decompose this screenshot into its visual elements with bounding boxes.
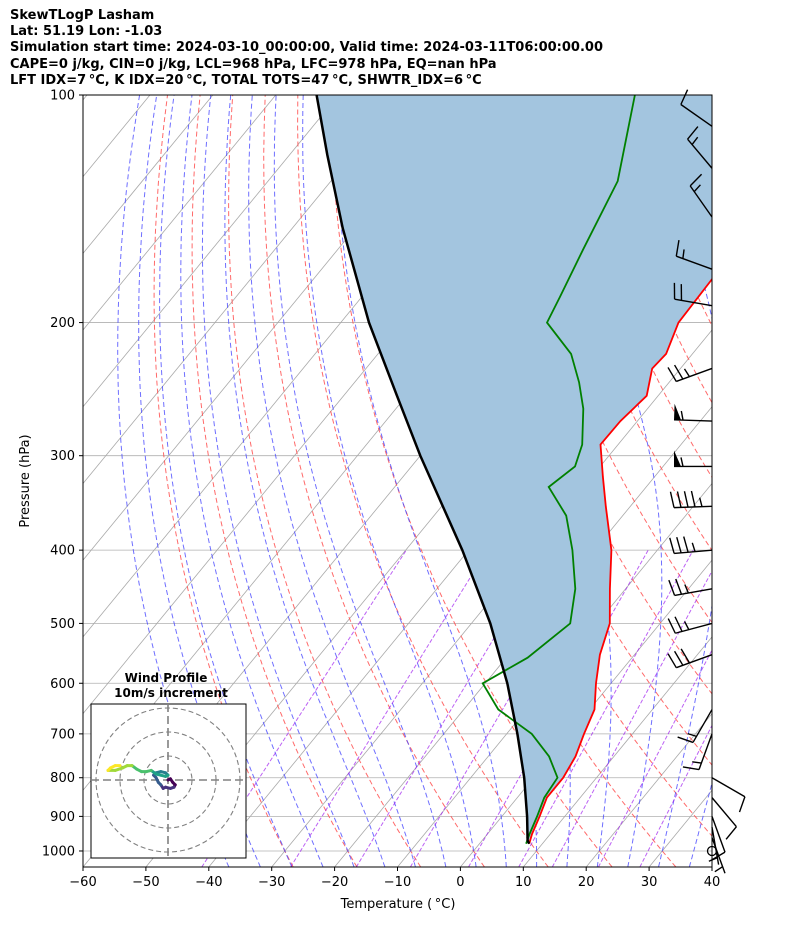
hodograph-subtitle: 10m/s increment bbox=[114, 686, 228, 700]
wind-barb bbox=[677, 709, 713, 744]
chart-header: SkewTLogP Lasham Lat: 51.19 Lon: -1.03 S… bbox=[10, 8, 603, 89]
x-tick-label: −20 bbox=[321, 875, 348, 890]
dry-adiabat bbox=[263, 95, 485, 867]
wind-barb bbox=[682, 733, 713, 771]
dry-adiabat bbox=[721, 95, 794, 867]
y-tick-label: 800 bbox=[50, 771, 75, 786]
parcel-area-fill bbox=[316, 95, 712, 844]
data-layer bbox=[315, 95, 712, 845]
dry-adiabat bbox=[153, 95, 294, 867]
wind-barb bbox=[710, 816, 726, 861]
isotherm bbox=[83, 95, 339, 408]
y-axis-label: Pressure (hPa) bbox=[18, 434, 33, 527]
wind-barb bbox=[673, 403, 713, 422]
wind-barb bbox=[687, 126, 713, 169]
chart-title: SkewTLogP Lasham bbox=[10, 8, 155, 23]
moist-adiabat bbox=[302, 95, 477, 867]
isotherm bbox=[83, 95, 277, 331]
parcel-line bbox=[315, 95, 531, 845]
x-tick-label: −30 bbox=[258, 875, 285, 890]
hodograph: Wind Profile 10m/s increment bbox=[90, 671, 247, 859]
isotherm bbox=[397, 482, 712, 867]
y-tick-label: 600 bbox=[50, 677, 75, 692]
moist-adiabat bbox=[201, 95, 355, 867]
x-tick-label: 10 bbox=[515, 875, 532, 890]
wind-barb bbox=[675, 240, 713, 270]
wind-barb bbox=[669, 536, 713, 555]
x-tick-label: 20 bbox=[578, 875, 595, 890]
dry-adiabat bbox=[329, 95, 613, 867]
isotherm bbox=[585, 712, 712, 867]
mixing-ratio-line bbox=[639, 724, 712, 867]
y-tick-label: 500 bbox=[50, 617, 75, 632]
moist-adiabat bbox=[159, 95, 293, 867]
moist-adiabat bbox=[648, 95, 712, 867]
isotherm bbox=[83, 95, 214, 254]
wind-barb bbox=[667, 616, 713, 634]
isotherm bbox=[711, 866, 712, 867]
indices-line-2: LFT IDX=7 °C, K IDX=20 °C, TOTAL TOTS=47… bbox=[10, 72, 482, 88]
wind-barb bbox=[680, 89, 713, 127]
temperature-line bbox=[528, 277, 712, 844]
dry-adiabat bbox=[754, 95, 794, 867]
x-axis-label: Temperature ( °C) bbox=[340, 897, 456, 912]
y-tick-label: 400 bbox=[50, 544, 75, 559]
wind-barbs bbox=[667, 89, 746, 874]
isotherm bbox=[334, 406, 712, 867]
dry-adiabat bbox=[787, 95, 794, 867]
wind-barb bbox=[673, 282, 713, 307]
x-tick-label: 0 bbox=[456, 875, 464, 890]
dry-adiabat bbox=[297, 95, 549, 867]
mixing-ratio-line bbox=[518, 549, 694, 867]
y-tick-label: 100 bbox=[50, 89, 75, 104]
wind-barb bbox=[674, 450, 712, 468]
x-tick-label: −10 bbox=[384, 875, 411, 890]
wind-barb bbox=[667, 364, 713, 383]
x-tick-label: −40 bbox=[195, 875, 222, 890]
moist-adiabat bbox=[224, 95, 386, 867]
y-tick-label: 200 bbox=[50, 316, 75, 331]
x-tick-label: 30 bbox=[641, 875, 658, 890]
mixing-ratio-line bbox=[409, 549, 597, 867]
y-tick-label: 300 bbox=[50, 449, 75, 464]
wind-barb bbox=[667, 648, 713, 669]
axes: −60 −50 −40 −30 −20 −10 0 10 20 30 40 100 200 300 400 5… bbox=[42, 89, 720, 891]
mixing-ratio-line bbox=[290, 549, 488, 867]
hodograph-title: Wind Profile bbox=[125, 671, 208, 685]
wind-barb bbox=[711, 797, 737, 840]
moist-adiabat bbox=[334, 95, 507, 867]
dry-adiabat bbox=[228, 95, 422, 867]
time-line: Simulation start time: 2024-03-10_00:00:… bbox=[10, 40, 603, 56]
moist-adiabat bbox=[549, 95, 663, 867]
moist-adiabat bbox=[248, 95, 416, 867]
wind-barb bbox=[689, 173, 713, 218]
dewpoint-line bbox=[481, 95, 636, 845]
wind-barb bbox=[669, 490, 713, 509]
isotherm bbox=[83, 95, 88, 101]
y-tick-label: 900 bbox=[50, 810, 75, 825]
mixing-ratio-line bbox=[551, 569, 712, 867]
wind-barb bbox=[668, 578, 713, 597]
x-tick-label: −50 bbox=[132, 875, 159, 890]
y-tick-label: 700 bbox=[50, 727, 75, 742]
isotherm bbox=[522, 636, 712, 867]
wind-barb bbox=[711, 777, 746, 813]
y-tick-label: 1000 bbox=[42, 844, 75, 859]
dry-adiabat bbox=[191, 95, 358, 867]
indices-line-1: CAPE=0 j/kg, CIN=0 j/kg, LCL=968 hPa, LF… bbox=[10, 56, 497, 72]
moist-adiabat bbox=[180, 95, 324, 867]
x-tick-label: −60 bbox=[69, 875, 96, 890]
isotherm bbox=[83, 95, 402, 485]
isotherm bbox=[775, 95, 794, 867]
moist-adiabat bbox=[273, 95, 447, 867]
moist-adiabat bbox=[720, 95, 794, 867]
x-tick-label: 40 bbox=[704, 875, 721, 890]
location-line: Lat: 51.19 Lon: -1.03 bbox=[10, 24, 163, 40]
